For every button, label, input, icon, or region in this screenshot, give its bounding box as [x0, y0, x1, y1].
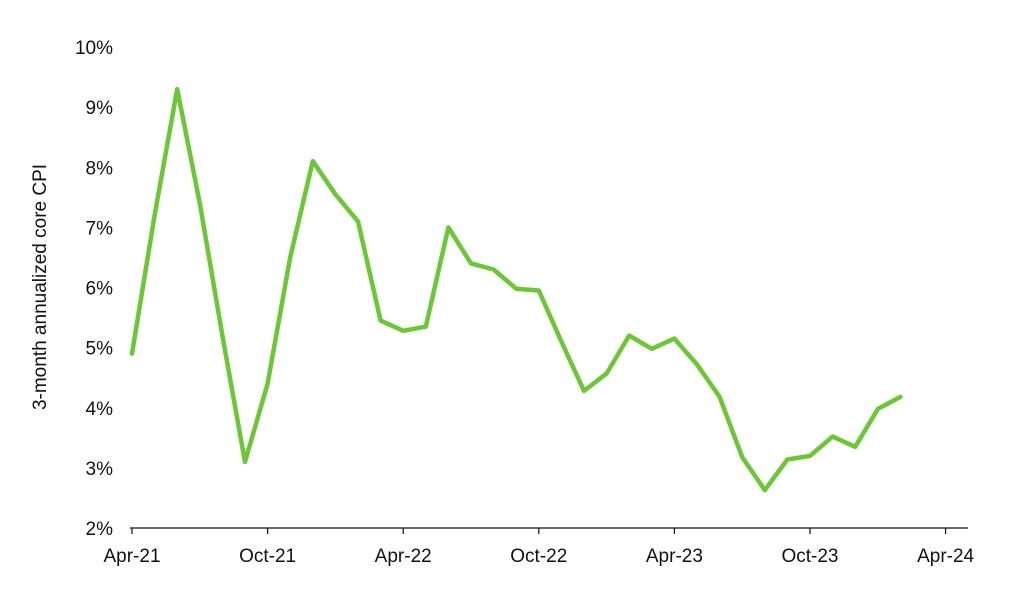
x-tick-label: Oct-22	[510, 546, 567, 567]
y-tick-label: 3%	[86, 459, 114, 480]
core-cpi-series-line	[129, 86, 903, 493]
x-tick-label: Apr-23	[646, 546, 703, 567]
y-tick-label: 4%	[86, 399, 114, 420]
y-tick-label: 6%	[86, 279, 114, 300]
x-tick-label: Apr-21	[103, 546, 160, 567]
y-tick-label: 10%	[75, 38, 113, 59]
y-axis-ticks: 2% 3% 4% 5% 6% 7% 8% 9% 10%	[75, 38, 113, 540]
x-tick-label: Oct-23	[781, 546, 838, 567]
y-tick-label: 2%	[86, 519, 114, 540]
series-layer	[129, 86, 903, 493]
y-tick-label: 7%	[86, 218, 114, 239]
y-tick-label: 9%	[86, 98, 114, 119]
x-tick-label: Apr-22	[375, 546, 432, 567]
y-axis-title: 3-month annualized core CPI	[30, 164, 51, 410]
y-tick-label: 8%	[86, 158, 114, 179]
y-tick-label: 5%	[86, 339, 114, 360]
x-tick-label: Apr-24	[917, 546, 974, 567]
x-tick-label: Oct-21	[239, 546, 296, 567]
x-axis-ticks: Apr-21 Oct-21 Apr-22 Oct-22 Apr-23 Oct-23 Apr-…	[103, 528, 975, 567]
